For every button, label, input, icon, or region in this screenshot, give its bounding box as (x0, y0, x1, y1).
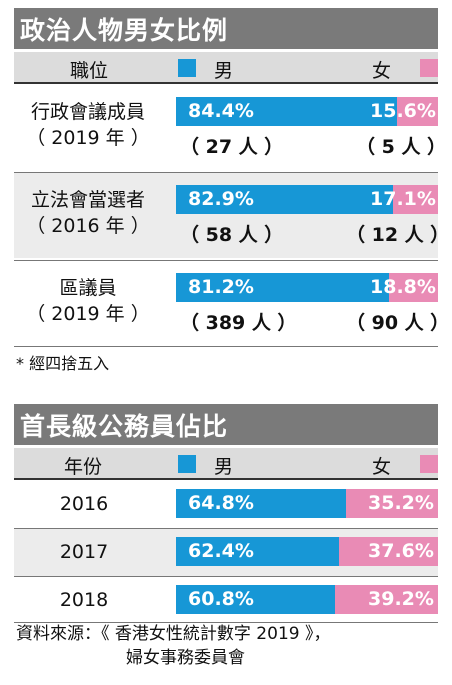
bar-value-female: 37.6% (368, 540, 434, 562)
source-line1: 資料來源：《 香港女性統計數字 2019 》， (16, 624, 331, 644)
legend-female-swatch (420, 59, 438, 77)
bar-female (389, 273, 438, 302)
bar-value-male: 84.4% (188, 100, 254, 122)
bar-value-male: 60.8% (188, 588, 254, 610)
chart2-title: 首長級公務員佔比 (14, 404, 438, 445)
legend-male-label: 男 (214, 60, 234, 82)
chart2-category-header: 年份 (64, 456, 103, 478)
legend-male-swatch (178, 59, 196, 77)
legend-female-swatch (420, 455, 438, 473)
chart1-bottom-rule (14, 346, 438, 347)
bar-value-male: 64.8% (188, 492, 254, 514)
count-female: （ 90 人 ） (346, 312, 450, 334)
bar-male (176, 273, 389, 302)
bar-female (397, 97, 438, 126)
category-label: 2018 (59, 589, 109, 611)
legend-male-label: 男 (214, 456, 234, 478)
category-sublabel: （ 2019 年 ） (26, 303, 150, 325)
count-male: （ 389 人 ） (180, 312, 297, 334)
bar-value-female: 18.8% (370, 276, 436, 298)
bar-value-female: 17.1% (370, 188, 436, 210)
legend-female-label: 女 (372, 456, 392, 478)
category-label: 2016 (59, 493, 109, 515)
row-separator (14, 260, 438, 261)
chart2-bottom-rule (14, 622, 438, 623)
bar-value-female: 15.6% (370, 100, 436, 122)
bar-value-female: 35.2% (368, 492, 434, 514)
row-separator (14, 576, 438, 577)
bar-value-male: 81.2% (188, 276, 254, 298)
bar-female (339, 537, 438, 566)
category-label: 2017 (59, 541, 109, 563)
bar-male (176, 585, 335, 614)
count-female: （ 5 人 ） (356, 136, 447, 158)
chart1-header-row: 職位 男 女 (14, 52, 438, 84)
bar-female (346, 489, 438, 518)
source-line2: 婦女事務委員會 (126, 648, 245, 668)
bar-male (176, 537, 339, 566)
chart2-header-row: 年份 男 女 (14, 448, 438, 480)
bar-female (393, 185, 438, 214)
row-separator (14, 172, 438, 173)
bar-value-male: 62.4% (188, 540, 254, 562)
row-separator (14, 528, 438, 529)
chart1-footnote: * 經四捨五入 (16, 354, 110, 373)
bar-male (176, 97, 397, 126)
category-sublabel: （ 2016 年 ） (26, 215, 150, 237)
count-male: （ 27 人 ） (180, 136, 284, 158)
source-note: 資料來源：《 香港女性統計數字 2019 》， 婦女事務委員會 (16, 622, 330, 670)
category-label: 區議員 (59, 277, 117, 299)
chart1-title: 政治人物男女比例 (14, 8, 438, 49)
chart1-category-header: 職位 (70, 60, 109, 82)
category-label: 立法會當選者 (30, 189, 145, 211)
legend-male-swatch (178, 455, 196, 473)
legend-female-label: 女 (372, 60, 392, 82)
bar-value-female: 39.2% (368, 588, 434, 610)
bar-male (176, 489, 346, 518)
count-male: （ 58 人 ） (180, 224, 284, 246)
bar-value-male: 82.9% (188, 188, 254, 210)
category-label: 行政會議成員 (30, 101, 145, 123)
bar-male (176, 185, 393, 214)
category-sublabel: （ 2019 年 ） (26, 127, 150, 149)
bar-female (335, 585, 438, 614)
count-female: （ 12 人 ） (346, 224, 450, 246)
